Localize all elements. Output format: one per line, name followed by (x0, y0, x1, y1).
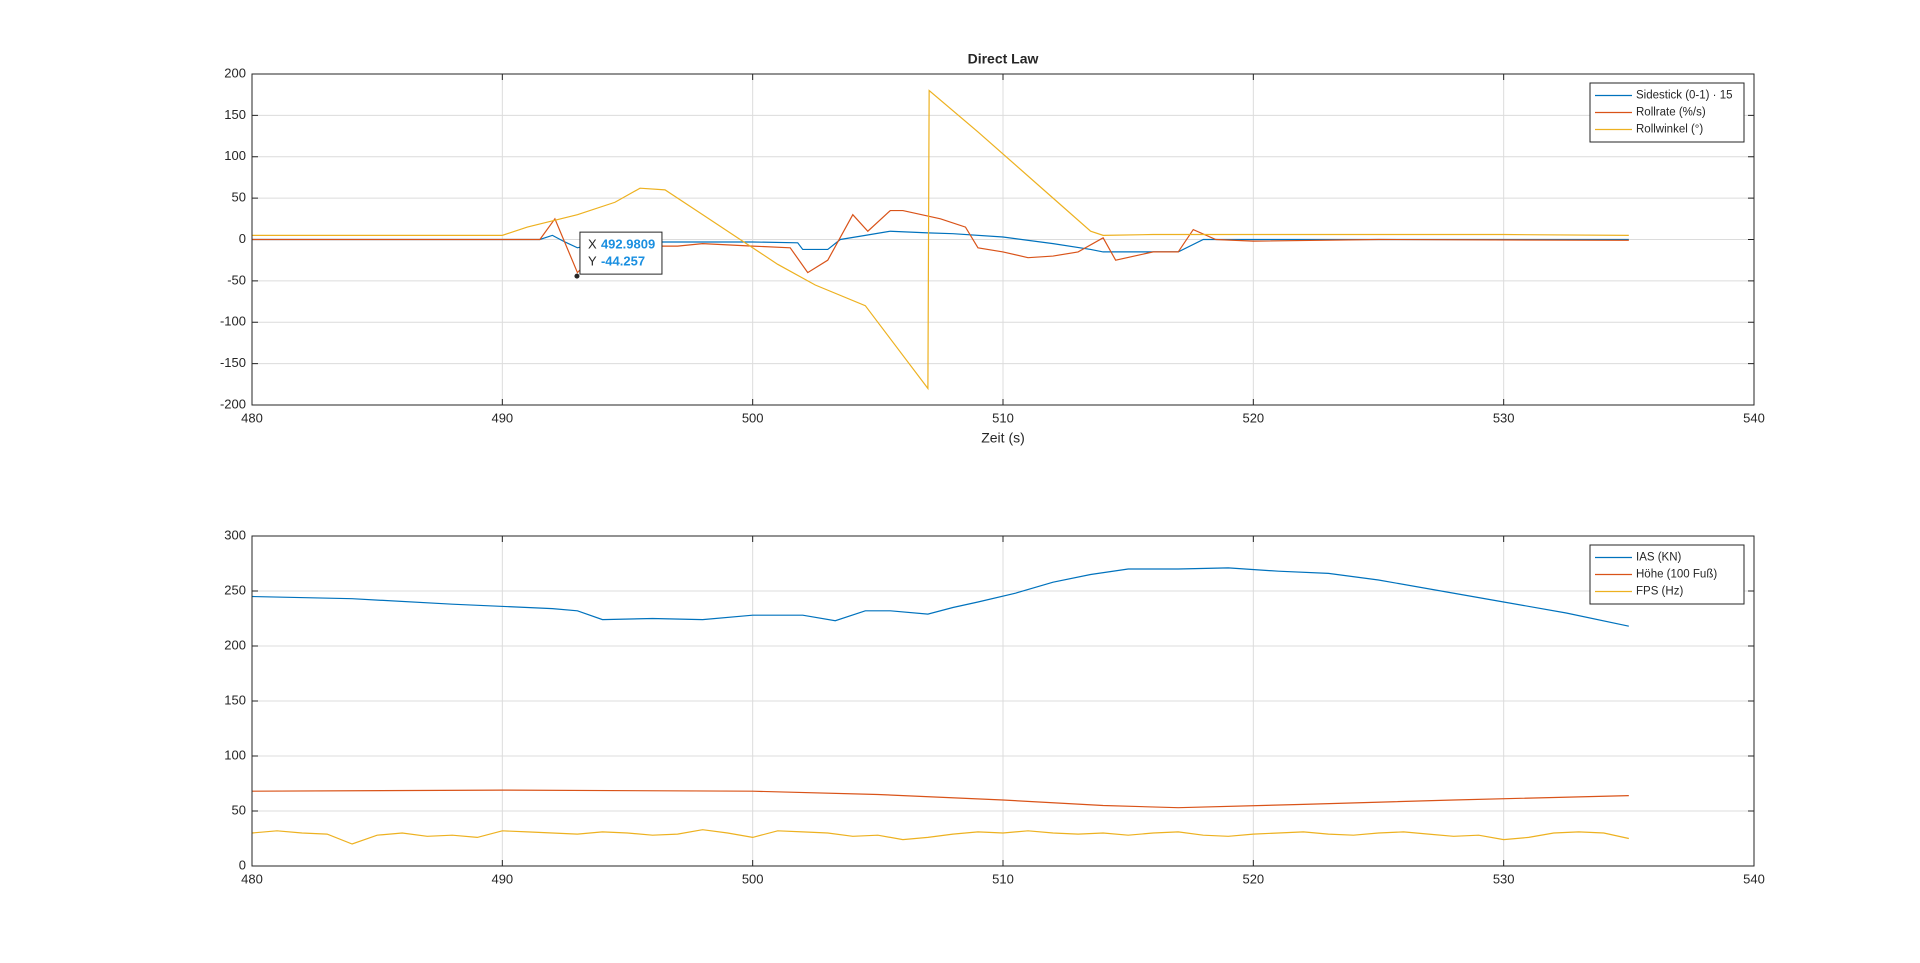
datatip: X 492.9809 Y -44.257 (574, 231, 663, 279)
x-tick-label: 480 (241, 410, 263, 425)
x-tick-label: 500 (742, 410, 764, 425)
series-line (252, 789, 1629, 809)
x-tick-label: 510 (992, 871, 1014, 886)
chart-title: Direct Law (968, 51, 1039, 67)
y-tick-label: 300 (224, 527, 246, 542)
y-tick-label: 150 (224, 692, 246, 707)
series-line (252, 89, 1629, 391)
x-tick-label: 480 (241, 871, 263, 886)
y-tick-label: 0 (239, 857, 246, 872)
legend-label: Rollrate (%/s) (1636, 107, 1706, 119)
datatip-box (579, 231, 663, 275)
x-tick-label: 540 (1743, 871, 1765, 886)
y-tick-label: -50 (227, 272, 246, 287)
x-tick-label: 540 (1743, 410, 1765, 425)
x-tick-label: 500 (742, 871, 764, 886)
x-axis-label: Zeit (s) (981, 430, 1025, 446)
x-tick-label: 490 (491, 871, 513, 886)
datatip-x-label: X (588, 237, 597, 252)
legend-label: Rollwinkel (°) (1636, 124, 1703, 136)
axes: 480 490 500 510 520 530 540 -200 -150 -100 -50 0 50 1… (220, 51, 1765, 446)
legend-label: Sidestick (0-1) · 15 (1636, 90, 1733, 102)
series-line (252, 209, 1629, 274)
axes: 480 490 500 510 520 530 540 0 50 100 150 200 250 300 I… (224, 527, 1765, 886)
datatip-marker (574, 273, 580, 279)
legend-label: FPS (Hz) (1636, 586, 1683, 598)
y-tick-label: 250 (224, 582, 246, 597)
legend-label: IAS (KN) (1636, 552, 1682, 564)
x-tick-label: 520 (1242, 410, 1264, 425)
y-tick-label: 200 (224, 65, 246, 80)
datatip-y-value: -44.257 (601, 254, 645, 269)
y-tick-label: -200 (220, 396, 246, 411)
x-tick-label: 510 (992, 410, 1014, 425)
y-tick-label: 100 (224, 148, 246, 163)
x-tick-label: 530 (1493, 410, 1515, 425)
legend-label: Höhe (100 Fuß) (1636, 569, 1717, 581)
y-tick-label: 0 (239, 231, 246, 246)
y-tick-label: -150 (220, 355, 246, 370)
legend: IAS (KN) Höhe (100 Fuß) FPS (Hz) (1589, 544, 1745, 605)
axes-box (251, 535, 1755, 867)
y-tick-label: 150 (224, 107, 246, 122)
x-tick-label: 530 (1493, 871, 1515, 886)
y-tick-label: 50 (232, 190, 246, 205)
y-tick-label: 50 (232, 802, 246, 817)
y-tick-label: 100 (224, 747, 246, 762)
legend: Sidestick (0-1) · 15 Rollrate (%/s) Rollwi… (1589, 82, 1745, 143)
datatip-x-value: 492.9809 (601, 237, 655, 252)
series-line (252, 829, 1629, 845)
x-tick-label: 520 (1242, 871, 1264, 886)
y-tick-label: 200 (224, 637, 246, 652)
series-line (252, 567, 1629, 627)
datatip-y-label: Y (588, 254, 597, 269)
x-tick-label: 490 (491, 410, 513, 425)
axes-box (251, 73, 1755, 406)
y-tick-label: -100 (220, 314, 246, 329)
series-line (252, 230, 1629, 253)
